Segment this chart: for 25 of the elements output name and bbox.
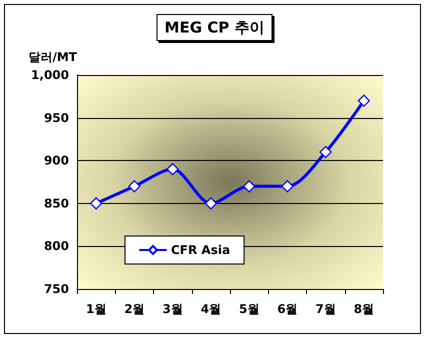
y-tick-label: 850	[44, 196, 69, 210]
y-tick-label: 950	[44, 110, 69, 125]
x-tick-label: 3월	[162, 302, 183, 316]
x-tick-label: 6월	[277, 302, 298, 316]
x-tick-label: 7월	[315, 302, 336, 316]
y-tick-label: 800	[44, 239, 69, 254]
x-tick-label: 4월	[200, 302, 222, 316]
point	[128, 180, 140, 192]
point	[358, 94, 370, 107]
x-tick-label: 1월	[86, 302, 106, 316]
legend-label: CFR Asia	[171, 243, 230, 257]
y-tick-label: 900	[44, 154, 69, 168]
point	[320, 146, 332, 158]
point	[204, 197, 217, 210]
x-tick-label: 2월	[124, 302, 145, 316]
point	[281, 180, 294, 192]
x-tick-label: 8월	[354, 302, 374, 316]
chart-title: MEG CP 추이	[164, 18, 264, 36]
point	[243, 180, 256, 192]
y-tick-label: 750	[44, 282, 69, 296]
point	[166, 163, 179, 176]
y-axis-title: 달러/MT	[28, 50, 78, 64]
y-tick-label: 1,000	[31, 68, 69, 82]
point	[90, 197, 102, 210]
x-tick-label: 5월	[238, 302, 260, 316]
